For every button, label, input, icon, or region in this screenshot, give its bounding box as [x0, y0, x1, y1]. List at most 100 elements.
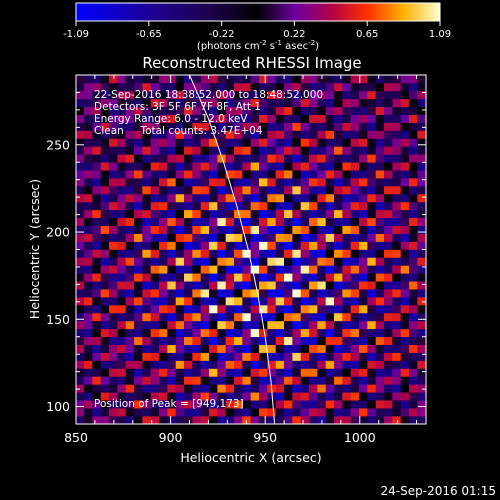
heatmap-cell	[200, 384, 210, 393]
heatmap-cell	[300, 312, 310, 322]
heatmap-cell	[417, 185, 426, 195]
heatmap-cell	[125, 249, 135, 258]
heatmap-cell	[259, 399, 268, 409]
heatmap-cell	[334, 368, 343, 377]
heatmap-cell	[275, 265, 285, 274]
heatmap-cell	[317, 106, 327, 115]
heatmap-cell	[200, 280, 210, 290]
heatmap-cell	[300, 360, 310, 369]
heatmap-cell	[409, 376, 418, 385]
heatmap-cell	[259, 82, 268, 92]
heatmap-cell	[84, 233, 93, 242]
heatmap-cell	[392, 122, 402, 131]
colorbar-tick-label: 0.65	[356, 29, 378, 40]
heatmap-cell	[367, 241, 377, 250]
heatmap-cell	[242, 185, 252, 195]
heatmap-cell	[300, 201, 310, 211]
heatmap-cell	[167, 328, 177, 338]
heatmap-cell	[350, 138, 360, 147]
heatmap-cell	[359, 161, 368, 171]
y-tick-label: 100	[46, 399, 70, 414]
heatmap-cell	[267, 114, 277, 123]
heatmap-cell	[225, 288, 235, 298]
heatmap-cell	[184, 169, 193, 179]
heatmap-cell	[159, 352, 168, 361]
heatmap-cell	[76, 82, 85, 92]
heatmap-cell	[417, 344, 426, 353]
heatmap-cell	[309, 201, 318, 211]
heatmap-cell	[367, 154, 377, 163]
heatmap-cell	[350, 368, 360, 377]
heatmap-cell	[142, 328, 152, 338]
heatmap-cell	[275, 344, 285, 353]
heatmap-cell	[76, 368, 85, 377]
heatmap-cell	[317, 272, 327, 282]
heatmap-cell	[384, 376, 393, 385]
heatmap-cell	[367, 161, 377, 171]
heatmap-cell	[350, 328, 360, 338]
heatmap-cell	[167, 201, 177, 211]
heatmap-cell	[92, 312, 102, 322]
heatmap-cell	[392, 75, 402, 84]
heatmap-cell	[325, 328, 335, 338]
heatmap-cell	[284, 344, 293, 353]
heatmap-cell	[175, 384, 185, 393]
heatmap-cell	[417, 233, 426, 242]
x-tick-label: 1000	[344, 430, 376, 445]
heatmap-cell	[234, 391, 243, 401]
heatmap-cell	[267, 122, 277, 131]
heatmap-cell	[125, 209, 135, 219]
heatmap-cell	[359, 368, 368, 377]
heatmap-cell	[200, 407, 210, 417]
heatmap-cell	[275, 296, 285, 306]
heatmap-cell	[292, 241, 302, 250]
heatmap-cell	[409, 154, 418, 163]
heatmap-cell	[242, 193, 252, 203]
heatmap-cell	[76, 360, 85, 369]
heatmap-cell	[234, 185, 243, 195]
heatmap-cell	[300, 209, 310, 219]
heatmap-cell	[192, 288, 202, 298]
heatmap-cell	[409, 146, 418, 155]
heatmap-cell	[250, 288, 260, 298]
heatmap-cell	[242, 201, 252, 211]
heatmap-cell	[150, 288, 160, 298]
heatmap-cell	[259, 161, 268, 171]
heatmap-cell	[259, 407, 268, 417]
heatmap-cell	[317, 288, 327, 298]
heatmap-cell	[225, 75, 235, 84]
heatmap-cell	[250, 154, 260, 163]
heatmap-cell	[317, 407, 327, 417]
heatmap-cell	[350, 280, 360, 290]
heatmap-cell	[250, 399, 260, 409]
heatmap-cell	[184, 376, 193, 385]
heatmap-cell	[109, 328, 118, 338]
heatmap-cell	[84, 360, 93, 369]
heatmap-cell	[150, 122, 160, 131]
heatmap-cell	[100, 328, 110, 338]
heatmap-cell	[184, 130, 193, 139]
heatmap-cell	[417, 114, 426, 123]
heatmap-cell	[76, 138, 85, 147]
heatmap-cell	[209, 249, 218, 258]
heatmap-cell	[234, 304, 243, 314]
heatmap-cell	[409, 177, 418, 187]
heatmap-cell	[350, 296, 360, 306]
heatmap-cell	[200, 249, 210, 258]
heatmap-cell	[225, 257, 235, 266]
heatmap-cell	[267, 154, 277, 163]
heatmap-cell	[342, 82, 352, 92]
heatmap-cell	[159, 288, 168, 298]
heatmap-cell	[409, 280, 418, 290]
heatmap-cell	[317, 257, 327, 266]
heatmap-cell	[275, 233, 285, 242]
heatmap-cell	[309, 399, 318, 409]
heatmap-cell	[159, 304, 168, 314]
heatmap-cell	[125, 138, 135, 147]
heatmap-cell	[259, 352, 268, 361]
heatmap-cell	[350, 360, 360, 369]
heatmap-cell	[242, 90, 252, 100]
heatmap-cell	[84, 391, 93, 401]
heatmap-cell	[209, 384, 218, 393]
heatmap-cell	[76, 407, 85, 417]
